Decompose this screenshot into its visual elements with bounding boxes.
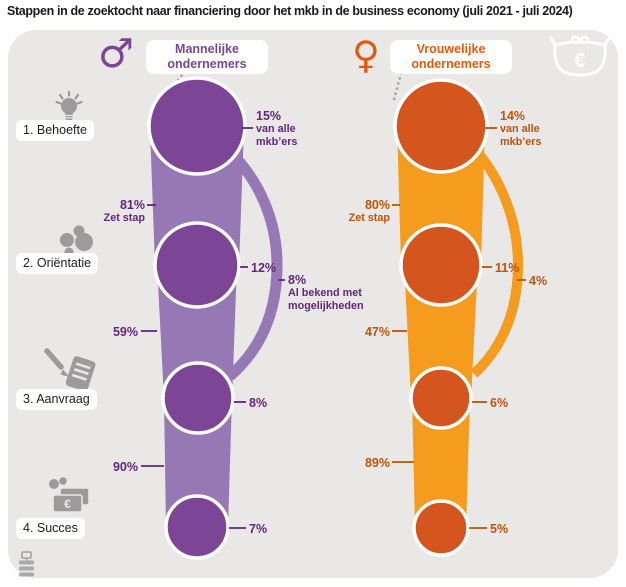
male-legend-line2: ondernemers	[167, 57, 247, 71]
male-conversion3-label: 90%	[112, 460, 138, 474]
purse-icon: €	[549, 35, 611, 77]
female-conversion1-pct: 80%	[364, 198, 390, 212]
male-bypass-branch	[224, 145, 283, 381]
female-conversion3-label: 89%	[364, 456, 390, 470]
female-legend-line2: ondernemers	[411, 57, 491, 71]
male-bypass-label: 8% Al bekend met mogelijkheden	[288, 273, 364, 312]
female-stage4-circle	[412, 499, 470, 557]
female-stage1-pct: 14%	[500, 109, 526, 123]
female-stage2-label: 11%	[495, 261, 520, 275]
male-stage1-label: 15% van alle mkb’ers	[256, 109, 298, 148]
female-stage1-circle	[393, 78, 489, 174]
step-label-aanvraag: 3. Aanvraag	[16, 389, 97, 410]
lightbulb-icon	[55, 90, 83, 123]
female-stage3-label: 6%	[490, 396, 509, 410]
female-stage3-circle	[409, 366, 473, 430]
female-legend-box: Vrouwelijke ondernemers	[390, 40, 512, 74]
male-stage4-circle	[164, 494, 230, 560]
female-stage4-label: 5%	[490, 522, 509, 536]
female-icon: ♀	[352, 33, 380, 77]
female-dotted-lead	[391, 61, 406, 105]
female-stage1-label: 14% van alle mkb’ers	[500, 109, 542, 148]
male-stage4-label: 7%	[249, 522, 268, 536]
male-conversion1-label: 81% Zet stap	[96, 198, 145, 225]
female-band-3	[412, 397, 470, 528]
purse-euro-glyph: €	[574, 50, 585, 72]
male-conversion1-pct: 81%	[119, 198, 145, 212]
male-stage3-label: 8%	[249, 396, 268, 410]
step-label-succes: 4. Succes	[16, 518, 85, 539]
male-stage3-circle	[161, 361, 235, 435]
male-stage1-pct: 15%	[256, 109, 282, 123]
male-stage2-circle	[153, 221, 241, 309]
banknote-coins-icon: €	[49, 477, 90, 513]
male-legend-line1: Mannelijke	[175, 42, 239, 56]
banknote-euro-glyph: €	[64, 497, 71, 511]
step-label-behoefte: 1. Behoefte	[16, 120, 94, 141]
pen-document-icon	[44, 348, 96, 392]
male-leader-ticks	[141, 127, 285, 529]
female-bypass-branch	[470, 144, 524, 378]
page-title: Stappen in de zoektocht naar financierin…	[7, 4, 573, 18]
male-icon: ♂	[98, 31, 134, 77]
female-legend-line1: Vrouwelijke	[416, 42, 486, 56]
female-stage2-circle	[399, 223, 483, 307]
source-logo-icon	[19, 551, 34, 577]
male-conversion2-label: 59%	[112, 325, 138, 339]
orientation-dots-icon	[60, 225, 93, 257]
step-label-orientatie: 2. Oriëntatie	[16, 253, 99, 274]
female-leader-ticks	[392, 127, 526, 529]
male-legend-box: Mannelijke ondernemers	[146, 40, 268, 74]
female-bypass-label: 4%	[529, 274, 548, 288]
male-stage2-label: 12%	[251, 261, 277, 275]
female-conversion2-label: 47%	[364, 325, 390, 339]
male-stage1-circle	[147, 76, 247, 176]
female-conversion1-label: 80% Zet stap	[341, 198, 390, 225]
